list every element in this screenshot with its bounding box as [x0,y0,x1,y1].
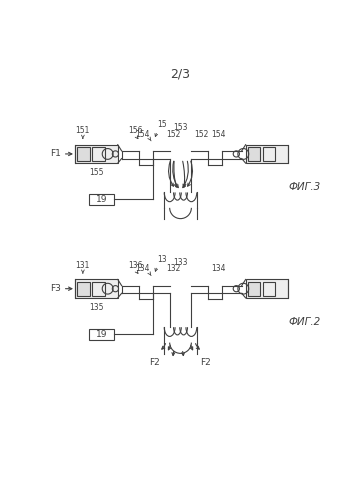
Bar [77,282,90,296]
Bar [92,147,104,161]
Bar [89,328,114,340]
Text: 19: 19 [96,195,107,204]
Text: 156: 156 [128,126,143,136]
Bar [263,282,275,296]
Text: 2/3: 2/3 [170,68,191,80]
Text: 135: 135 [90,302,104,312]
Text: 133: 133 [173,258,187,267]
Text: ФИГ.3: ФИГ.3 [288,182,321,192]
Bar [246,144,288,163]
Bar [263,147,275,161]
Bar [248,282,261,296]
Text: F1: F1 [50,150,61,158]
Bar [75,280,118,298]
Text: ФИГ.2: ФИГ.2 [288,317,321,327]
Text: F2: F2 [149,358,160,367]
Text: 155: 155 [90,168,104,177]
Text: 13: 13 [157,255,167,264]
Text: 151: 151 [76,126,90,136]
Text: 154: 154 [135,130,150,138]
Text: 134: 134 [135,264,150,274]
Text: 134: 134 [211,264,226,274]
Bar [246,280,288,298]
Bar [248,147,261,161]
Text: 153: 153 [173,124,187,132]
Text: 132: 132 [167,264,181,274]
Text: 15: 15 [157,120,167,130]
Bar [89,194,114,205]
Text: F3: F3 [50,284,61,293]
Text: 152: 152 [195,130,209,138]
Text: 136: 136 [128,261,143,270]
Text: 19: 19 [96,330,107,338]
Text: 152: 152 [167,130,181,138]
Text: 131: 131 [76,261,90,270]
Text: F2: F2 [200,358,211,367]
Text: 154: 154 [211,130,226,138]
Bar [77,147,90,161]
Bar [92,282,104,296]
Bar [75,144,118,163]
